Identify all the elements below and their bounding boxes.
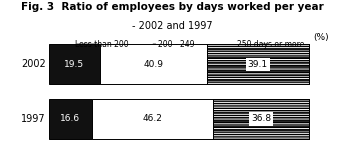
Bar [213,99,309,139]
Bar [49,99,92,139]
Bar [92,99,213,139]
Text: 46.2: 46.2 [142,115,162,123]
Text: 36.8: 36.8 [251,115,271,123]
Bar [100,44,207,84]
Text: 40.9: 40.9 [143,60,163,69]
Text: Less than 200: Less than 200 [75,40,128,49]
Text: 200 - 249: 200 - 249 [153,40,195,49]
Text: 39.1: 39.1 [248,60,268,69]
Text: 1997: 1997 [21,114,46,124]
Text: - 2002 and 1997: - 2002 and 1997 [132,21,213,31]
Text: 16.6: 16.6 [60,115,80,123]
Text: 250 days or more: 250 days or more [237,40,304,49]
Bar [213,99,309,139]
Text: Fig. 3  Ratio of employees by days worked per year: Fig. 3 Ratio of employees by days worked… [21,2,324,12]
Bar [49,44,100,84]
Bar [207,44,309,84]
Bar [207,44,309,84]
Text: 2002: 2002 [21,59,46,69]
Text: (%): (%) [313,33,328,42]
Text: 19.5: 19.5 [64,60,84,69]
